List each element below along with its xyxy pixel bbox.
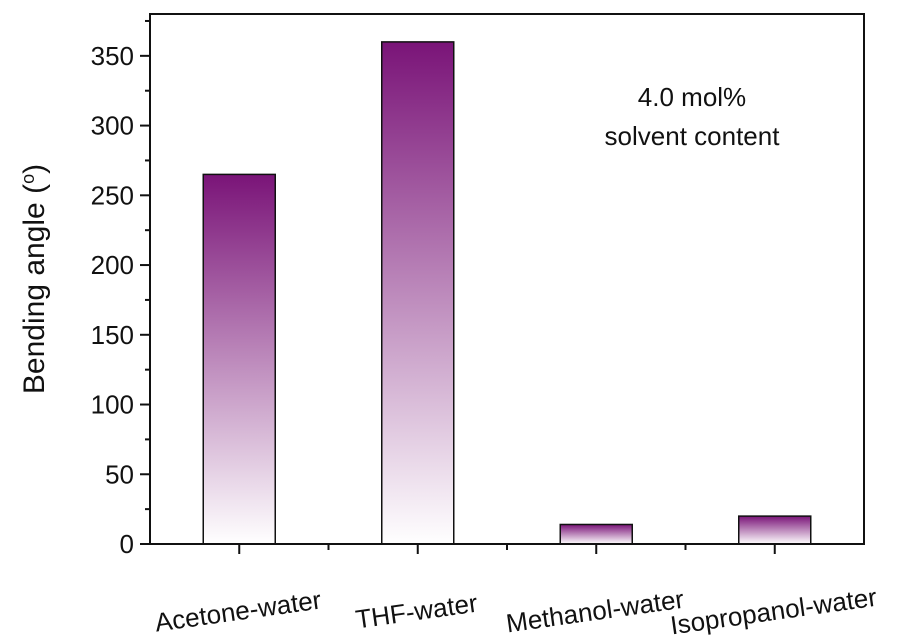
bar-thf-water: [381, 41, 455, 545]
y-ticks-group: 0 50 100 150 200 250 300 350: [91, 19, 150, 559]
x-tick-label: THF-water: [354, 588, 480, 635]
x-ticks-group: Acetone-water THF-water Methanol-waterIsop…: [153, 544, 879, 636]
annotation-line-2: solvent content: [605, 121, 781, 151]
y-tick-label: 200: [91, 250, 134, 280]
y-tick-label: 350: [91, 41, 134, 71]
bars-group: [202, 41, 812, 545]
bar-isopropanol-water: [738, 515, 812, 545]
bar-methanol-water: [559, 523, 633, 545]
y-tick-label: 250: [91, 180, 134, 210]
annotation-line-1: 4.0 mol%: [638, 82, 746, 112]
bar-acetone-water: [202, 173, 276, 545]
y-tick-label: 150: [91, 320, 134, 350]
x-tick-label: Acetone-water: [153, 585, 324, 636]
x-tick-label: Methanol-water: [504, 584, 686, 636]
y-tick-label: 50: [105, 459, 134, 489]
plot-frame: [149, 13, 865, 545]
y-axis-title: Bending angle (o): [18, 164, 51, 394]
y-tick-label: 0: [120, 529, 134, 559]
y-tick-label: 100: [91, 390, 134, 420]
y-tick-label: 300: [91, 111, 134, 141]
x-tick-label: Isopropanol-water: [668, 582, 879, 636]
